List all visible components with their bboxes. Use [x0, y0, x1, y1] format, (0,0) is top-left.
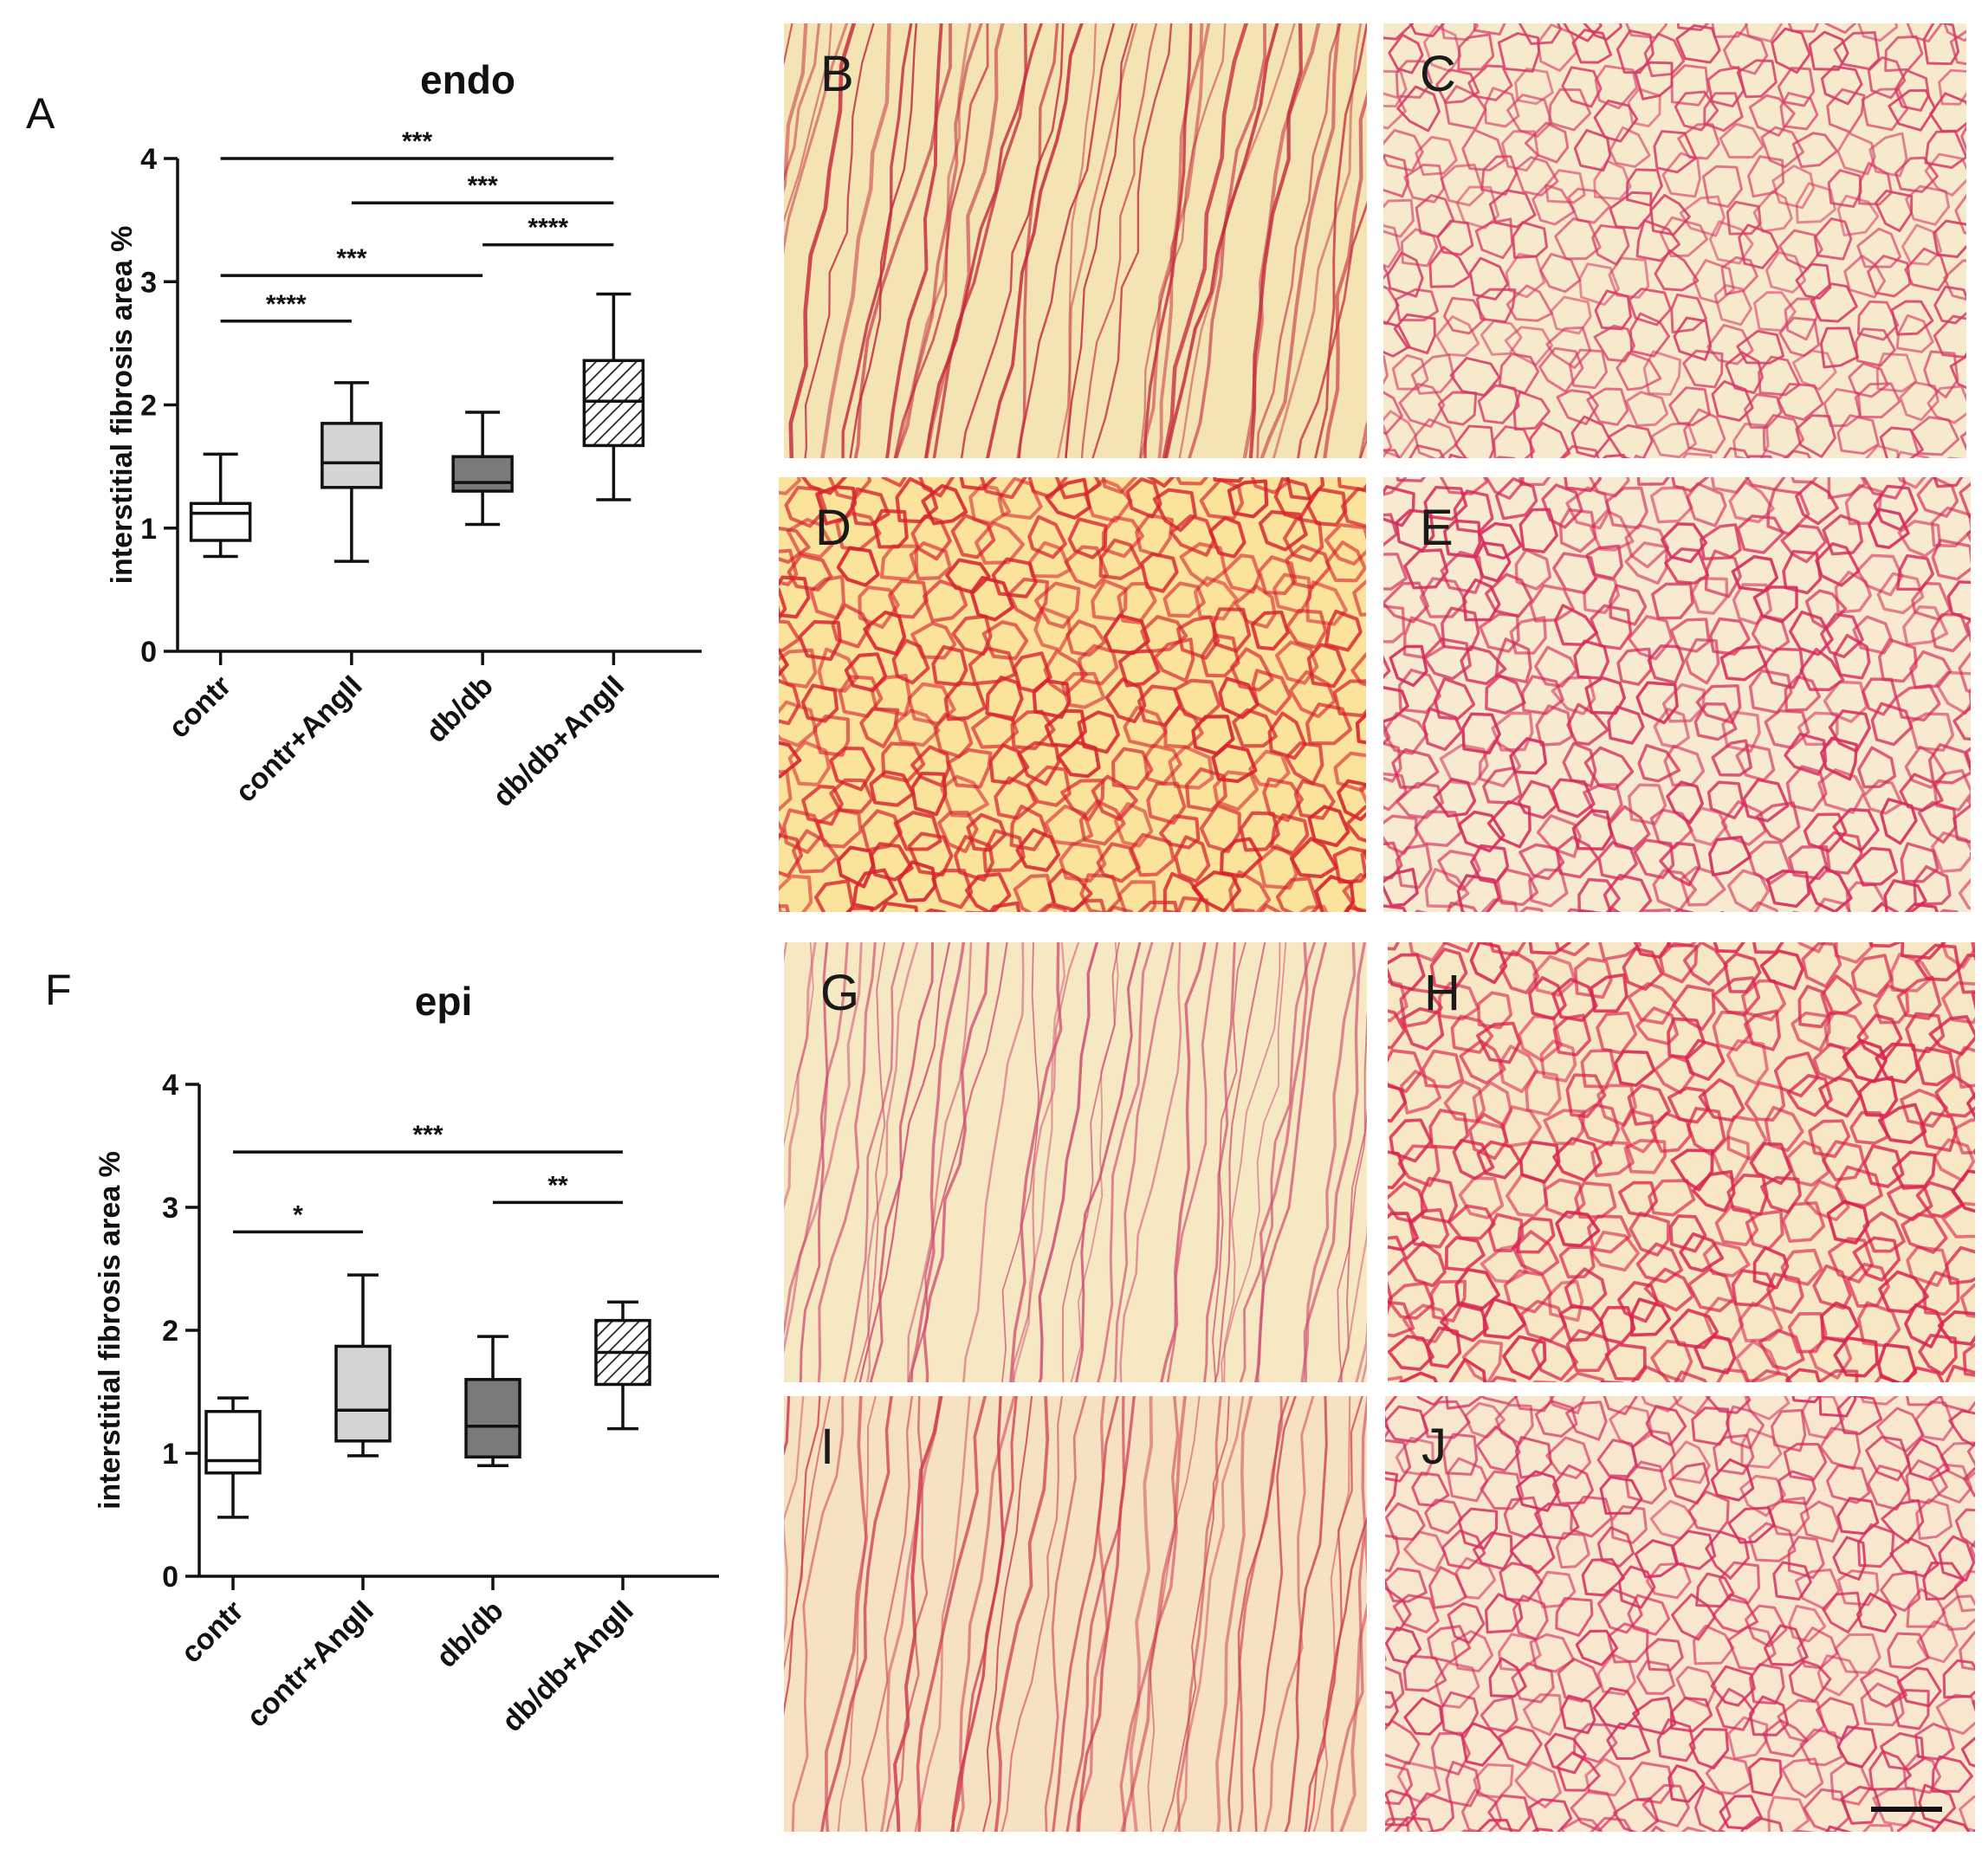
micrograph-label-c: C: [1420, 46, 1456, 102]
micrograph-i: I: [784, 1396, 1367, 1832]
tissue-texture: [1383, 23, 1966, 458]
significance-label: ***: [468, 171, 498, 200]
panel-label-a: A: [26, 89, 55, 138]
x-tick-label: contr: [162, 669, 237, 745]
box-4: [594, 1300, 651, 1431]
tissue-texture: [779, 477, 1366, 912]
significance-label: ***: [336, 244, 366, 273]
x-tick-label: db/db+AngII: [495, 1594, 639, 1738]
box-3: [451, 411, 514, 527]
x-tick-label: contr+AngII: [241, 1594, 380, 1734]
micrograph-label-i: I: [820, 1419, 835, 1475]
panel-label-f: F: [45, 966, 72, 1014]
x-tick-label: db/db: [430, 1594, 509, 1674]
micrograph-g: G: [784, 942, 1367, 1382]
endo-box-chart: endo interstitial fibrosis area % 0 1 2 3 4 con…: [0, 0, 762, 935]
significance-label: **: [547, 1171, 568, 1200]
micrograph-label-b: B: [820, 46, 854, 102]
box-1: [189, 452, 252, 559]
significance-label: ***: [402, 127, 432, 156]
box-iqr: [582, 359, 645, 448]
y-tick-label: 1: [140, 513, 157, 546]
x-tick-label: db/db+AngII: [487, 669, 631, 813]
y-tick-label: 1: [162, 1438, 178, 1471]
y-axis-label: interstitial fibrosis area %: [94, 1151, 126, 1510]
y-tick-label: 4: [162, 1069, 178, 1102]
significance-label: ****: [528, 214, 568, 243]
micrograph-h: H: [1388, 942, 1975, 1382]
y-tick-label: 3: [162, 1192, 178, 1225]
tissue-texture: [1388, 942, 1975, 1382]
box-2: [334, 1273, 392, 1458]
x-tick-label: contr: [175, 1594, 250, 1670]
significance-label: *: [293, 1200, 303, 1229]
tissue-texture: [784, 942, 1367, 1382]
micrograph-label-g: G: [820, 965, 860, 1021]
y-tick-label: 4: [140, 143, 157, 176]
scale-bar: [1871, 1807, 1942, 1812]
y-tick-label: 2: [162, 1315, 178, 1348]
tissue-texture: [784, 1396, 1367, 1832]
box-iqr: [321, 422, 383, 489]
box-3: [464, 1335, 521, 1467]
box-iqr: [204, 1409, 262, 1475]
box-iqr: [451, 455, 514, 493]
micrograph-d: D: [779, 477, 1366, 912]
box-iqr: [189, 501, 252, 542]
epi-box-chart: epi interstitial fibrosis area % 0 1 2 3 4 cont…: [0, 935, 762, 1869]
y-axis-label: interstitial fibrosis area %: [106, 226, 139, 585]
endo-chart-svg: endo interstitial fibrosis area % 0 1 2 3 4 con…: [106, 57, 702, 813]
box-4: [582, 292, 645, 501]
micrograph-label-h: H: [1424, 965, 1460, 1021]
epi-chart-svg: epi interstitial fibrosis area % 0 1 2 3 4 cont…: [94, 979, 719, 1738]
box-iqr: [464, 1378, 521, 1459]
micrograph-e: E: [1383, 477, 1971, 912]
box-2: [321, 381, 383, 563]
box-iqr: [334, 1344, 392, 1443]
x-tick-label: contr+AngII: [229, 669, 368, 809]
box-1: [204, 1396, 262, 1519]
micrograph-label-e: E: [1420, 500, 1454, 556]
chart-title: epi: [415, 979, 472, 1024]
significance-label: ****: [266, 290, 307, 319]
tissue-texture: [784, 23, 1367, 458]
y-tick-label: 0: [140, 636, 157, 669]
micrograph-label-d: D: [815, 500, 852, 556]
y-tick-label: 2: [140, 390, 157, 423]
y-tick-label: 0: [162, 1561, 178, 1594]
x-tick-label: db/db: [419, 669, 499, 749]
tissue-texture: [1383, 477, 1971, 912]
micrograph-label-j: J: [1421, 1419, 1447, 1475]
micrograph-b: B: [784, 23, 1367, 458]
significance-label: ***: [412, 1121, 443, 1149]
micrograph-j: J: [1385, 1396, 1975, 1832]
micrograph-c: C: [1383, 23, 1966, 458]
tissue-texture: [1385, 1396, 1975, 1832]
chart-title: endo: [420, 57, 515, 102]
y-tick-label: 3: [140, 266, 157, 299]
